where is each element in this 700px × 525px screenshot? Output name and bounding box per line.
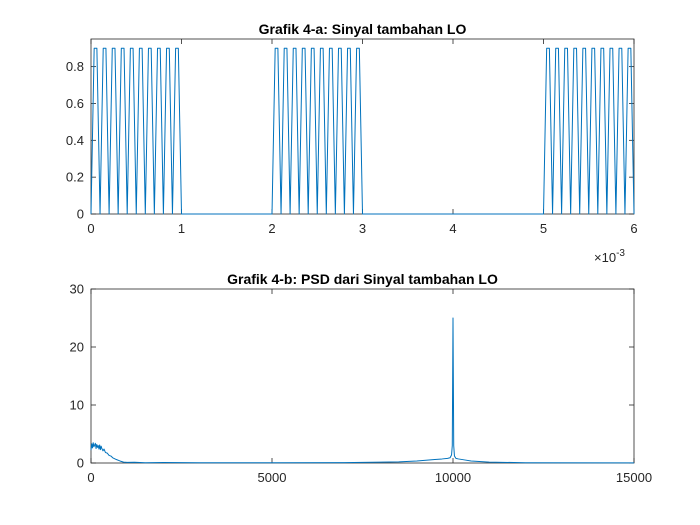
chart-b-y-ticks: 0 10 20 30 [70, 282, 634, 471]
chart-a-x-exponent-base: ×10 [594, 250, 616, 265]
x-tick-label: 10000 [435, 470, 471, 485]
chart-a-title: Grafik 4-a: Sinyal tambahan LO [259, 21, 467, 37]
x-tick-label: 15000 [616, 470, 652, 485]
y-tick-label: 0 [77, 207, 84, 222]
chart-b-title: Grafik 4-b: PSD dari Sinyal tambahan LO [227, 271, 498, 287]
chart-b-axes-box [90, 288, 635, 464]
x-tick-label: 6 [630, 221, 637, 236]
chart-a-series-line [90, 47, 635, 215]
y-tick-label: 10 [70, 398, 84, 413]
chart-a-x-exponent-power: -3 [616, 248, 625, 259]
x-tick-label: 0 [87, 470, 94, 485]
y-tick-label: 30 [70, 282, 84, 297]
y-tick-label: 0.4 [66, 133, 84, 148]
chart-b: Grafik 4-b: PSD dari Sinyal tambahan LO … [70, 271, 653, 485]
y-tick-label: 0.6 [66, 96, 84, 111]
chart-a-axes-box [90, 38, 635, 215]
chart-a: Grafik 4-a: Sinyal tambahan LO 0 1 2 3 4 5 6 0… [66, 21, 638, 265]
x-tick-label: 3 [359, 221, 366, 236]
chart-b-series-line [90, 317, 635, 464]
x-tick-label: 0 [87, 221, 94, 236]
chart-a-y-ticks: 0 0.2 0.4 0.6 0.8 [66, 59, 634, 222]
chart-b-x-ticks: 0 5000 10000 15000 [87, 289, 652, 485]
x-tick-label: 1 [178, 221, 185, 236]
y-tick-label: 20 [70, 340, 84, 355]
x-tick-label: 5000 [258, 470, 287, 485]
x-tick-label: 5 [540, 221, 547, 236]
chart-a-x-exponent: ×10-3 [594, 248, 625, 265]
x-tick-label: 2 [268, 221, 275, 236]
y-tick-label: 0 [77, 456, 84, 471]
y-tick-label: 0.2 [66, 170, 84, 185]
x-tick-label: 4 [449, 221, 456, 236]
y-tick-label: 0.8 [66, 59, 84, 74]
